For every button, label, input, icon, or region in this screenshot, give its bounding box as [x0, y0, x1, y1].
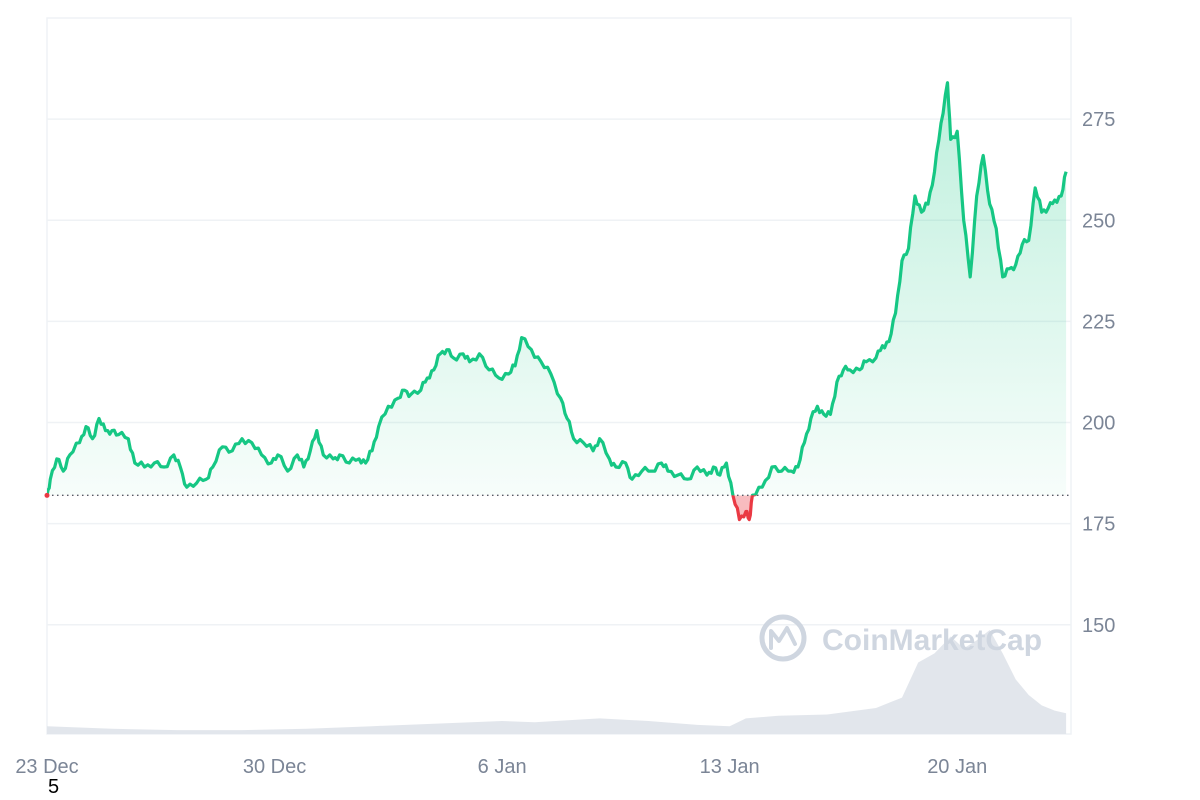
volume-area [47, 630, 1067, 734]
y-tick-label: 175 [1082, 514, 1115, 536]
y-axis-ticks: 150 175 200 225 250 275 [1082, 109, 1115, 637]
x-tick-label: 23 Dec [15, 756, 78, 778]
volume-shape [47, 630, 1067, 734]
y-tick-label: 250 [1082, 210, 1115, 232]
x-tick-label: 30 Dec [243, 756, 306, 778]
price-line-up [47, 81, 1068, 496]
y-tick-label: 200 [1082, 413, 1115, 435]
x-tick-label: 13 Jan [700, 756, 760, 778]
x-tick-label: 20 Jan [927, 756, 987, 778]
y-tick-label: 275 [1082, 109, 1115, 131]
coinmarketcap-logo-icon [759, 614, 807, 662]
x-tick-label: 6 Jan [478, 756, 527, 778]
x-axis-ticks: 23 Dec 30 Dec 6 Jan 13 Jan 20 Jan [15, 756, 987, 778]
area-above [47, 82, 1067, 496]
footer-number: 5 [48, 776, 60, 798]
watermark: CoinMarketCap [759, 614, 1042, 662]
y-tick-label: 225 [1082, 311, 1115, 333]
y-tick-label: 150 [1082, 615, 1115, 637]
price-line [44, 81, 1068, 522]
price-area-fill [47, 82, 1067, 520]
start-point [44, 492, 50, 498]
watermark-brand: CoinMarketCap [822, 624, 1042, 657]
